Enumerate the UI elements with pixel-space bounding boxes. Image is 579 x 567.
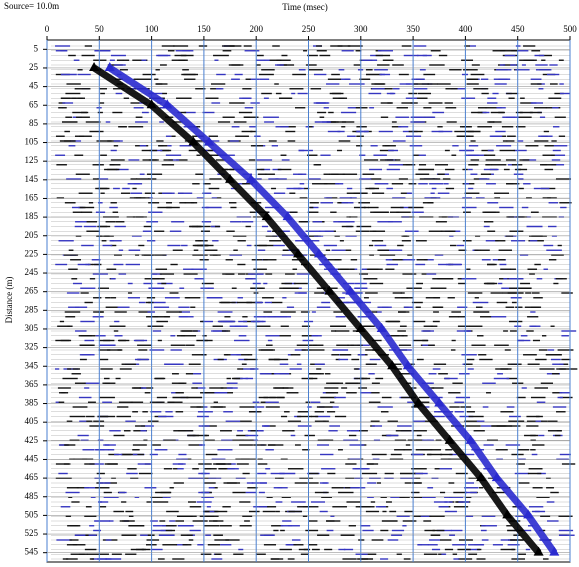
y-tick-label: 5 <box>34 43 39 53</box>
y-tick-label: 385 <box>25 398 39 408</box>
y-tick-label: 285 <box>25 304 39 314</box>
x-tick-label: 200 <box>249 24 263 34</box>
y-tick-label: 545 <box>25 547 39 557</box>
y-tick-label: 425 <box>25 435 39 445</box>
event-peak <box>162 99 173 109</box>
x-tick-label: 100 <box>145 24 159 34</box>
event-peak <box>549 546 560 556</box>
x-tick-label: 0 <box>45 24 50 34</box>
event-peak <box>324 285 335 295</box>
y-tick-label: 445 <box>25 454 39 464</box>
y-tick-label: 365 <box>25 379 39 389</box>
x-tick-label: 150 <box>197 24 211 34</box>
x-tick-label: 350 <box>406 24 420 34</box>
event-peak <box>104 61 115 71</box>
y-tick-label: 505 <box>25 509 39 519</box>
x-tick-label: 400 <box>459 24 473 34</box>
event-peak <box>355 322 366 332</box>
event-peak <box>434 397 445 407</box>
y-tick-label: 25 <box>29 62 39 72</box>
event-peak <box>282 211 293 221</box>
event-peak <box>345 285 356 295</box>
x-tick-label: 250 <box>302 24 316 34</box>
x-tick-label: 500 <box>563 24 577 34</box>
y-tick-label: 65 <box>29 99 39 109</box>
event-peak <box>502 509 513 519</box>
x-tick-label: 450 <box>511 24 525 34</box>
event-peak <box>491 472 502 482</box>
event-peak <box>89 61 100 71</box>
event-peak <box>465 434 476 444</box>
y-tick-label: 325 <box>25 342 39 352</box>
event-peak <box>413 397 424 407</box>
y-tick-label: 405 <box>25 416 39 426</box>
y-tick-label: 525 <box>25 528 39 538</box>
y-tick-label: 185 <box>25 211 39 221</box>
event-peak <box>533 546 544 556</box>
x-axis-label: Time (msec) <box>282 2 327 12</box>
y-tick-label: 485 <box>25 491 39 501</box>
event-peak <box>245 173 256 183</box>
event-peak <box>204 136 215 146</box>
event-band <box>107 65 558 555</box>
y-tick-label: 125 <box>25 155 39 165</box>
event-peak <box>523 509 534 519</box>
y-tick-label: 305 <box>25 323 39 333</box>
event-peak <box>376 322 387 332</box>
event-peak <box>387 360 398 370</box>
x-tick-label: 300 <box>354 24 368 34</box>
event-peak <box>225 173 236 183</box>
y-tick-label: 345 <box>25 360 39 370</box>
event-peak <box>293 248 304 258</box>
y-tick-label: 165 <box>25 193 39 203</box>
event-peak <box>261 211 272 221</box>
y-tick-label: 465 <box>25 472 39 482</box>
y-tick-label: 145 <box>25 174 39 184</box>
y-tick-label: 225 <box>25 248 39 258</box>
y-tick-label: 245 <box>25 267 39 277</box>
y-tick-label: 105 <box>25 137 39 147</box>
event-peak <box>188 136 199 146</box>
y-axis-label: Distance (m) <box>4 277 14 324</box>
y-tick-label: 265 <box>25 286 39 296</box>
event-band <box>92 65 542 555</box>
event-peak <box>146 99 157 109</box>
event-peak <box>313 248 324 258</box>
event-peak <box>476 472 487 482</box>
y-tick-label: 205 <box>25 230 39 240</box>
x-tick-label: 50 <box>95 24 105 34</box>
y-tick-label: 85 <box>29 118 39 128</box>
y-tick-label: 45 <box>29 81 39 91</box>
event-peak <box>402 360 413 370</box>
event-peak <box>444 434 455 444</box>
chart-title: Source= 10.0m <box>4 1 59 11</box>
